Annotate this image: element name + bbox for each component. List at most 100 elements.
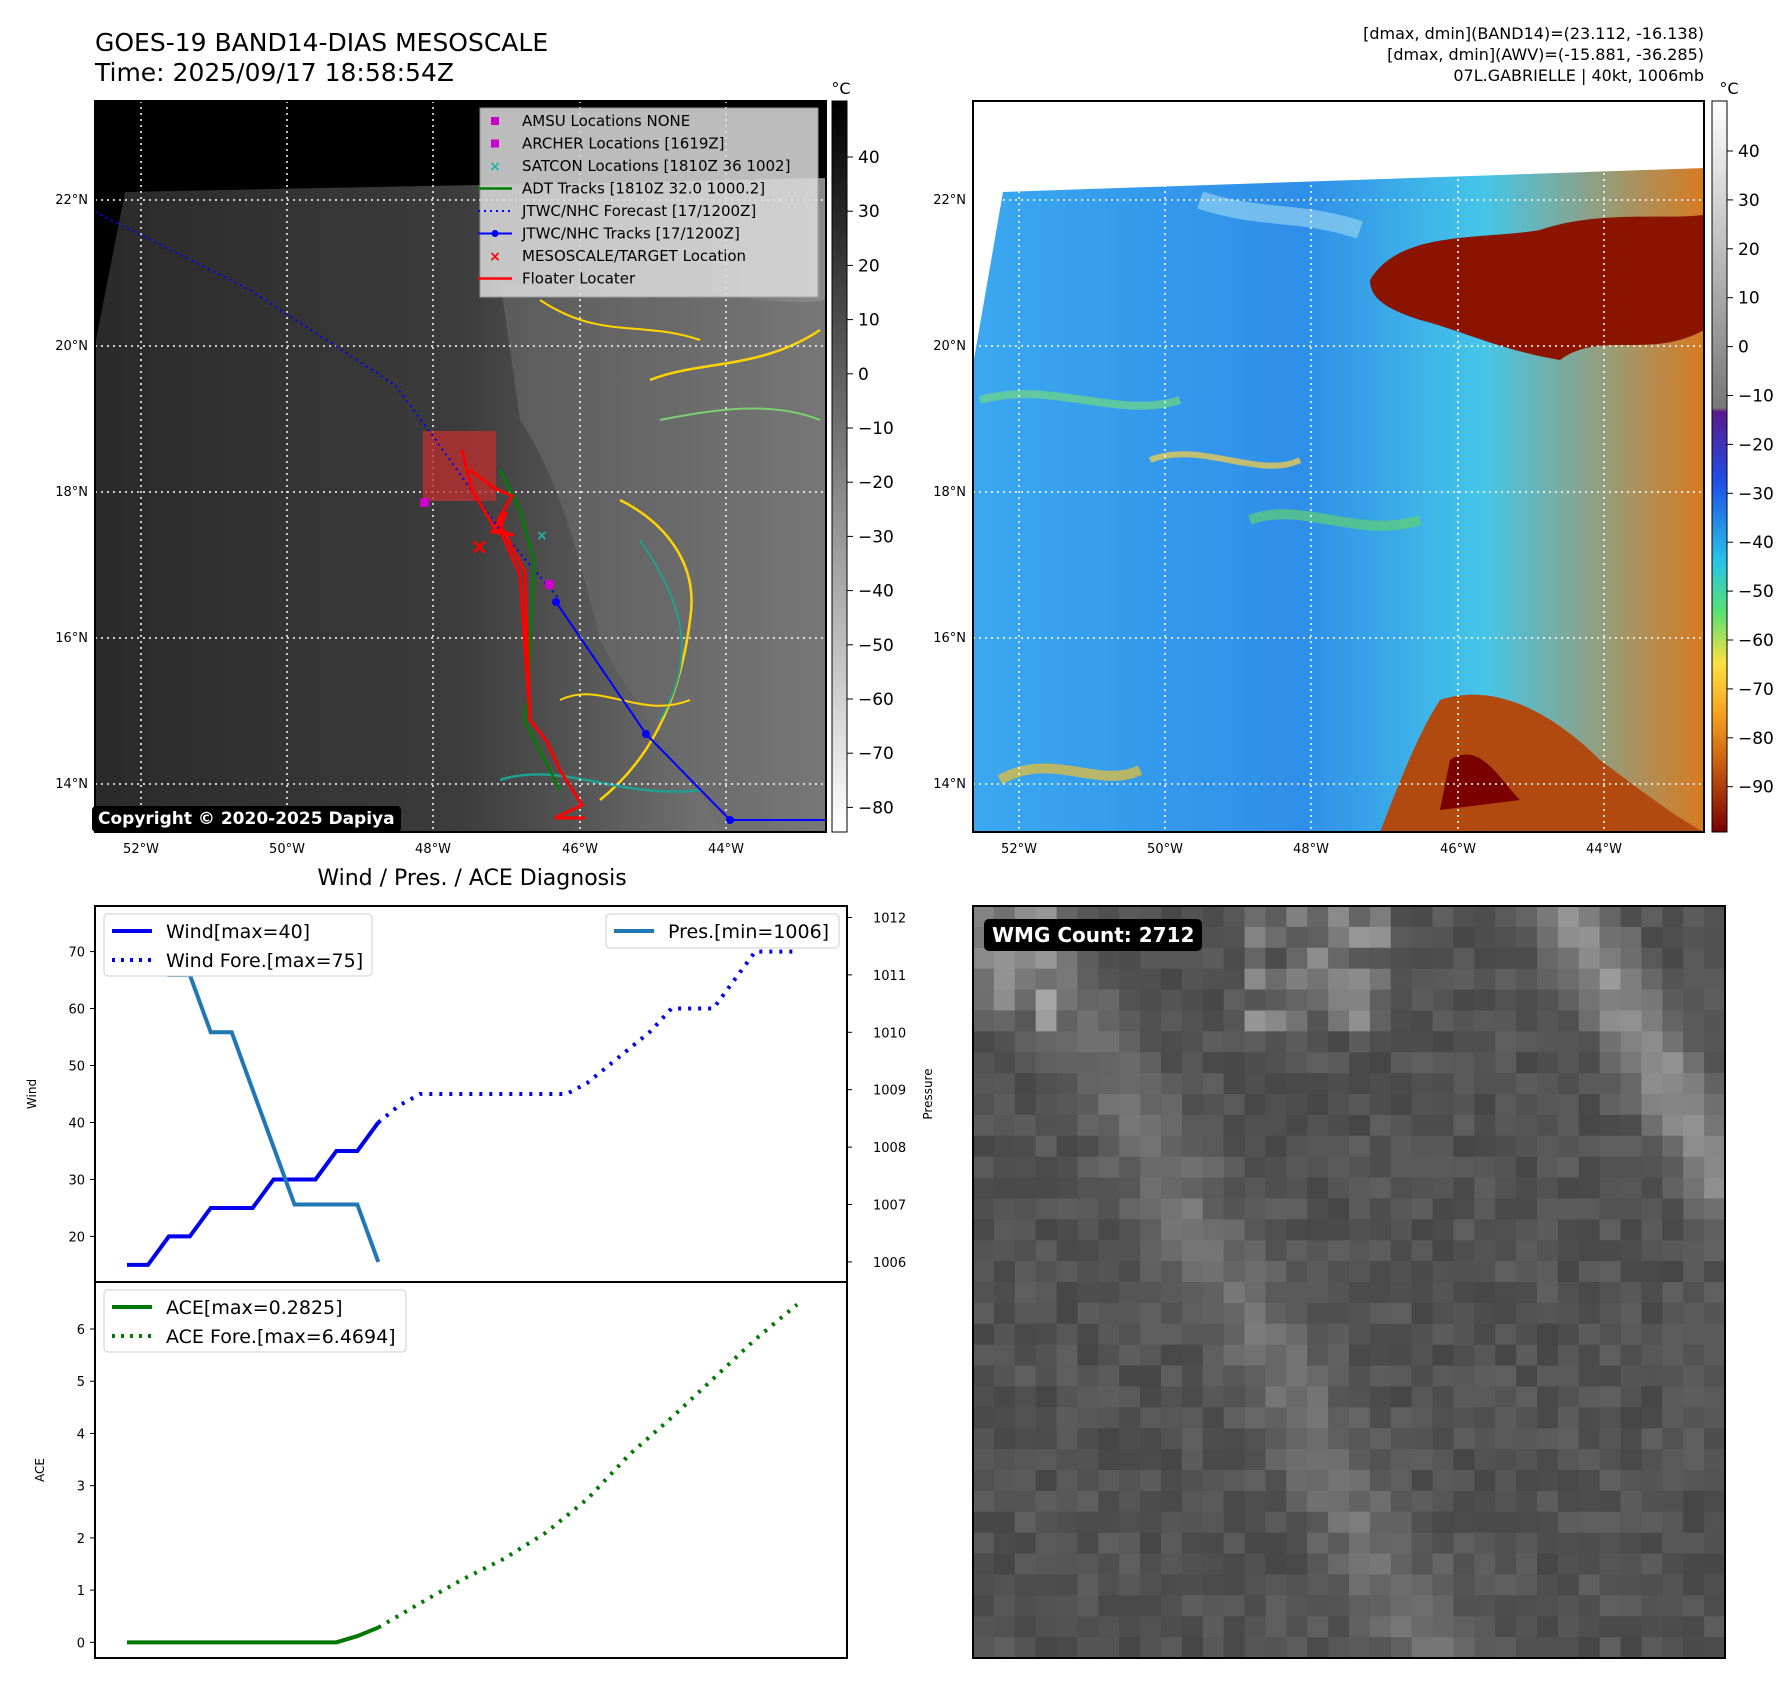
wind-legend-label: Wind[max=40] <box>166 921 310 943</box>
ace-axis-label: ACE <box>33 1458 47 1482</box>
colorbar-left-tick: −50 <box>858 636 894 656</box>
svg-text:×: × <box>489 159 501 175</box>
pressure-tick: 1008 <box>873 1141 906 1156</box>
figure-title: GOES-19 BAND14-DIAS MESOSCALE <box>95 28 548 57</box>
copyright-badge: Copyright © 2020-2025 Dapiya <box>92 806 401 832</box>
map-legend: AMSU Locations NONE ARCHER Locations [161… <box>478 107 819 298</box>
lat-label-16n: 16°N <box>55 631 88 646</box>
info-awv: [dmax, dmin](AWV)=(-15.881, -36.285) <box>1387 45 1704 64</box>
pressure-tick: 1007 <box>873 1199 906 1214</box>
lon-label-48w: 48°W <box>415 842 451 857</box>
colorbar-left-tick: 10 <box>858 311 880 331</box>
wmg-panel <box>972 905 1726 1659</box>
floater-locater <box>460 449 585 820</box>
lon-label-46w: 46°W <box>562 842 598 857</box>
archer-marker <box>420 498 429 507</box>
ace-tick: 2 <box>77 1532 85 1547</box>
map-legend-item: ADT Tracks [1810Z 32.0 1000.2] <box>478 180 765 198</box>
map-legend-label: Floater Locater <box>522 270 636 288</box>
ace-tick: 5 <box>77 1375 85 1390</box>
colorbar-right-tick: −80 <box>1738 729 1774 749</box>
map-legend-item: AMSU Locations NONE <box>491 112 690 130</box>
pressure-tick: 1009 <box>873 1084 906 1099</box>
wind-tick: 70 <box>68 946 85 961</box>
colorbar-right-tick: 30 <box>1738 191 1760 211</box>
lon-label-50w: 50°W <box>269 842 305 857</box>
lon-label-r-46w: 46°W <box>1440 842 1476 857</box>
lat-label-r-20n: 20°N <box>933 339 966 354</box>
target-marker: × <box>470 535 488 560</box>
target-box <box>423 431 496 501</box>
ace-tick: 1 <box>77 1584 85 1599</box>
map-legend-label: MESOSCALE/TARGET Location <box>522 247 746 265</box>
ace-tick: 3 <box>77 1480 85 1495</box>
figure-time: Time: 2025/09/17 18:58:54Z <box>94 58 454 87</box>
wind-pressure-chart: 20 30 40 50 60 70 1006 1007 1008 1009 1010 1011 101… <box>25 905 935 1283</box>
ace-tick: 0 <box>77 1636 85 1651</box>
colorbar-left-tick: 20 <box>858 256 880 276</box>
colorbar-right-tick: −70 <box>1738 680 1774 700</box>
lon-label-r-48w: 48°W <box>1293 842 1329 857</box>
lat-label-r-22n: 22°N <box>933 193 966 208</box>
map-legend-label: AMSU Locations NONE <box>522 112 690 130</box>
ace-tick: 6 <box>77 1323 85 1338</box>
wind-tick: 30 <box>68 1173 85 1188</box>
colorbar-left-tick: −20 <box>858 473 894 493</box>
wind-axis-label: Wind <box>25 1079 39 1109</box>
ace-legend: ACE[max=0.2825] ACE Fore.[max=6.4694] <box>103 1289 407 1353</box>
adt-track <box>498 469 562 791</box>
ace-chart: 0 1 2 3 4 5 6 ACE ACE[max=0.2825] ACE Fore.[ma… <box>33 1281 848 1659</box>
map-legend-label: SATCON Locations [1810Z 36 1002] <box>522 157 790 175</box>
colorbar-right-tick: −40 <box>1738 533 1774 553</box>
colorbar-right-tick: −90 <box>1738 778 1774 798</box>
wind-forecast-line <box>377 949 798 1125</box>
colorbar-right-tick: −60 <box>1738 631 1774 651</box>
ace-legend-label: ACE[max=0.2825] <box>166 1297 343 1319</box>
wind-tick: 50 <box>68 1060 85 1075</box>
map-legend-label: JTWC/NHC Tracks [17/1200Z] <box>521 225 740 243</box>
colorbar-left-tick: −60 <box>858 690 894 710</box>
lat-label-r-14n: 14°N <box>933 777 966 792</box>
colorbar-left-tick: −10 <box>858 419 894 439</box>
map-legend-item: JTWC/NHC Forecast [17/1200Z] <box>478 202 756 220</box>
colorbar-right-tick: 0 <box>1738 338 1749 358</box>
colorbar-left-tick: 30 <box>858 202 880 222</box>
wind-fore-legend-label: Wind Fore.[max=75] <box>166 950 363 972</box>
diagnosis-title: Wind / Pres. / ACE Diagnosis <box>317 866 626 891</box>
colorbar-left-tick: −70 <box>858 744 894 764</box>
lat-label-r-16n: 16°N <box>933 631 966 646</box>
ace-forecast-line <box>377 1302 799 1630</box>
map-legend-item: × MESOSCALE/TARGET Location <box>489 247 746 265</box>
lat-label-r-18n: 18°N <box>933 485 966 500</box>
wind-line <box>127 1121 380 1267</box>
map-legend-item: JTWC/NHC Tracks [17/1200Z] <box>478 225 740 243</box>
lon-label-44w: 44°W <box>708 842 744 857</box>
colorbar-left-unit: °C <box>831 79 850 98</box>
jtwc-track <box>555 601 826 821</box>
colorbar-right: °C 40 30 20 10 0 −10 −20 −30 −40 −50 −60 −70 −80 −90 <box>1711 79 1774 833</box>
colorbar-left-tick: 0 <box>858 365 869 385</box>
svg-text:×: × <box>536 528 548 544</box>
ace-tick: 4 <box>77 1427 85 1442</box>
map-legend-label: JTWC/NHC Forecast [17/1200Z] <box>521 202 756 220</box>
colorbar-right-tick: 20 <box>1738 240 1760 260</box>
wmg-count-badge: WMG Count: 2712 <box>984 919 1203 951</box>
colorbar-left-tick: −80 <box>858 798 894 818</box>
map-legend-label: ARCHER Locations [1619Z] <box>522 135 725 153</box>
colorbar-right-tick: −10 <box>1738 387 1774 407</box>
pressure-tick: 1010 <box>873 1026 906 1041</box>
lat-label-20n: 20°N <box>55 339 88 354</box>
lat-label-18n: 18°N <box>55 485 88 500</box>
pres-legend: Pres.[min=1006] <box>605 913 840 949</box>
colorbar-right-tick: −50 <box>1738 582 1774 602</box>
svg-text:×: × <box>489 249 501 265</box>
colorbar-right-tick: 10 <box>1738 289 1760 309</box>
lon-label-r-44w: 44°W <box>1586 842 1622 857</box>
ir-map-panel: × × AMSU Locations NONE ARCHER Locations … <box>55 100 827 857</box>
info-band14: [dmax, dmin](BAND14)=(23.112, -16.138) <box>1363 24 1704 43</box>
map-legend-item: ARCHER Locations [1619Z] <box>491 135 725 153</box>
map-legend-item: Floater Locater <box>478 270 636 288</box>
colorbar-right-unit: °C <box>1719 79 1738 98</box>
wind-tick: 60 <box>68 1003 85 1018</box>
pressure-axis-label: Pressure <box>921 1068 935 1119</box>
